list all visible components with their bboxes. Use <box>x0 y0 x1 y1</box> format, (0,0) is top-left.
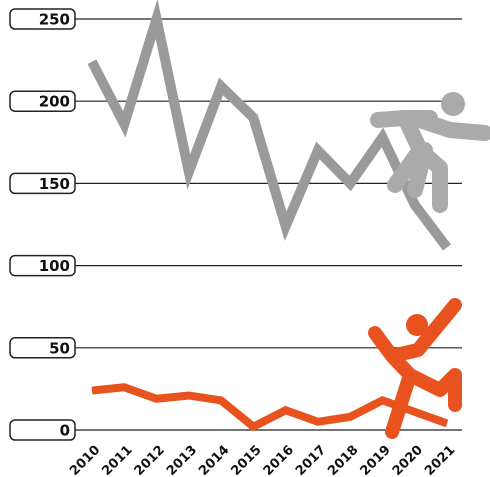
tick-box <box>9 90 76 112</box>
series-line <box>87 0 451 251</box>
x-tick-label: 2020 <box>390 443 426 477</box>
tick-box <box>9 254 76 277</box>
x-tick-label: 2012 <box>132 443 168 477</box>
x-tick-label: 2017 <box>293 443 329 477</box>
orange-runner-head <box>406 314 428 336</box>
x-tick-label: 2011 <box>99 443 135 477</box>
x-tick-label: 2013 <box>164 443 200 477</box>
y-tick-label: 100 <box>39 257 70 275</box>
x-tick-label: 2015 <box>228 443 264 477</box>
tick-box <box>9 337 76 359</box>
x-tick-label: 2016 <box>261 443 297 477</box>
gray-runner-head <box>441 92 465 116</box>
gray-runner <box>370 110 490 213</box>
x-tick-label: 2014 <box>196 443 232 477</box>
orange-runner <box>368 298 462 439</box>
tick-box <box>9 8 76 30</box>
x-tick-label: 2018 <box>325 443 361 477</box>
series-line <box>91 383 449 432</box>
y-tick-label: 250 <box>39 11 70 29</box>
tick-box <box>9 419 76 441</box>
y-tick-label: 200 <box>39 93 70 111</box>
y-tick-label: 50 <box>49 339 70 357</box>
x-tick-label: 2021 <box>422 443 458 477</box>
x-tick-label: 2019 <box>358 443 394 477</box>
y-tick-label: 150 <box>39 175 70 193</box>
runner-figures <box>368 92 490 439</box>
x-tick-label: 2010 <box>67 443 103 477</box>
y-tick-label: 0 <box>60 422 70 440</box>
tick-box <box>9 172 76 195</box>
